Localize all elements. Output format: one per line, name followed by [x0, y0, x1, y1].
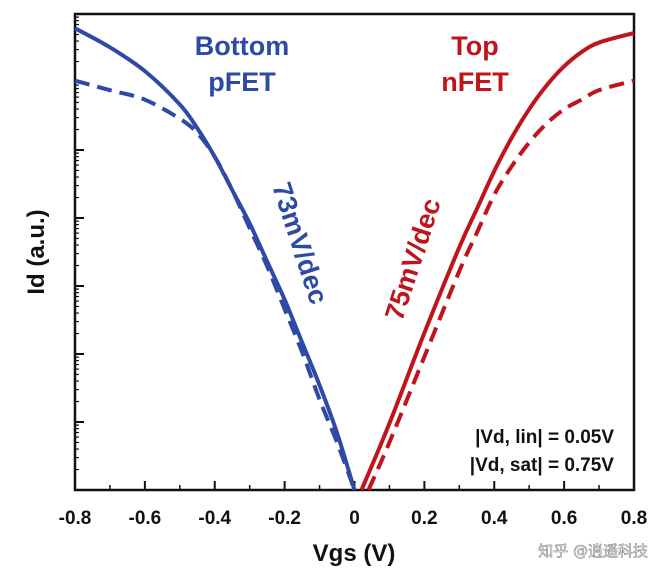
- vd-lin-label: |Vd, lin| = 0.05V: [475, 427, 614, 448]
- x-tick-label: 0.6: [551, 508, 577, 529]
- top-nfet-label-line1: Top: [451, 31, 498, 61]
- y-axis-ticks: [75, 16, 84, 491]
- x-tick-label: 0.2: [411, 508, 437, 529]
- nfet-saturation-curve: [366, 78, 635, 491]
- x-tick-label: -0.2: [268, 508, 301, 529]
- x-axis-ticks: -0.8 -0.6 -0.4 -0.2 0 0.2 0.4 0.6 0.8: [59, 481, 647, 529]
- x-axis-title: Vgs (V): [313, 540, 396, 567]
- top-nfet-label-line2: nFET: [441, 67, 509, 97]
- x-tick-label: -0.8: [59, 508, 92, 529]
- x-tick-label: -0.4: [198, 508, 231, 529]
- pfet-saturation-curve: [74, 78, 357, 491]
- y-axis-title: Id (a.u.): [23, 209, 50, 294]
- x-tick-label: 0: [349, 508, 360, 529]
- x-tick-label: 0.8: [621, 508, 647, 529]
- bottom-pfet-label-line2: pFET: [208, 67, 276, 97]
- nfet-linear-curve: [359, 31, 635, 491]
- x-tick-label: 0.4: [481, 508, 508, 529]
- bottom-pfet-label-line1: Bottom: [195, 31, 289, 61]
- watermark: 知乎 @逍遥科技: [538, 542, 648, 560]
- series-layer: [74, 26, 635, 491]
- x-tick-label: -0.6: [129, 508, 162, 529]
- vd-sat-label: |Vd, sat| = 0.75V: [470, 455, 615, 476]
